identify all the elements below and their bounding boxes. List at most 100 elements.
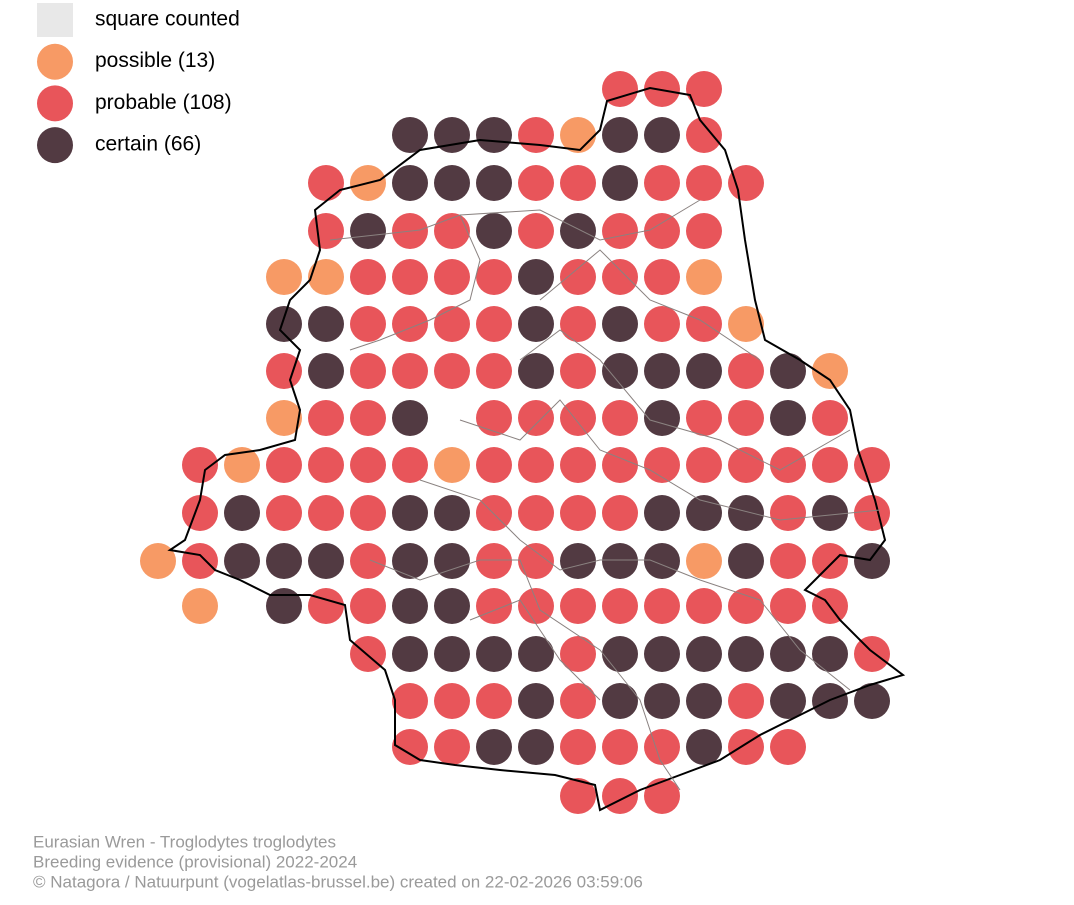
legend-label: probable (108): [95, 91, 232, 114]
grid-dot: [476, 588, 512, 624]
grid-dot: [602, 306, 638, 342]
grid-dot: [602, 259, 638, 295]
grid-dot: [560, 778, 596, 814]
grid-dot: [518, 588, 554, 624]
grid-dot: [728, 588, 764, 624]
footer: Eurasian Wren - Troglodytes troglodytesB…: [33, 832, 643, 891]
grid-dot: [434, 353, 470, 389]
grid-dot: [434, 165, 470, 201]
grid-dot: [686, 447, 722, 483]
grid-dot: [392, 495, 428, 531]
grid-dot: [686, 353, 722, 389]
grid-dot: [644, 543, 680, 579]
grid-dot: [728, 729, 764, 765]
grid-dot: [686, 165, 722, 201]
grid-dot: [224, 543, 260, 579]
grid-dot: [812, 447, 848, 483]
grid-dot: [392, 400, 428, 436]
grid-dot: [392, 117, 428, 153]
grid-dot: [770, 683, 806, 719]
grid-dot: [350, 400, 386, 436]
grid-dot: [518, 353, 554, 389]
grid-dot: [350, 588, 386, 624]
footer-line: © Natagora / Natuurpunt (vogelatlas-brus…: [33, 872, 643, 891]
grid-dot: [686, 636, 722, 672]
grid-dot: [728, 400, 764, 436]
grid-dot: [476, 353, 512, 389]
grid-dot: [644, 778, 680, 814]
footer-line: Breeding evidence (provisional) 2022-202…: [33, 852, 357, 871]
grid-dot: [644, 636, 680, 672]
grid-dot: [686, 213, 722, 249]
grid-dot: [434, 495, 470, 531]
grid-dot: [812, 400, 848, 436]
grid-dot: [266, 447, 302, 483]
grid-dot: [476, 117, 512, 153]
grid-dot: [770, 543, 806, 579]
grid-dot: [392, 683, 428, 719]
grid-dot: [686, 117, 722, 153]
grid-dot: [854, 495, 890, 531]
grid-dot: [770, 636, 806, 672]
grid-dot: [644, 495, 680, 531]
legend-label: square counted: [95, 8, 240, 31]
grid-dot: [560, 588, 596, 624]
grid-dot: [224, 495, 260, 531]
grid-dot: [518, 213, 554, 249]
grid-dot: [854, 447, 890, 483]
grid-dot: [392, 259, 428, 295]
grid-dot: [308, 213, 344, 249]
grid-dot: [560, 213, 596, 249]
grid-dot: [728, 353, 764, 389]
grid-dot: [602, 447, 638, 483]
grid-dot: [602, 353, 638, 389]
grid-dot: [602, 729, 638, 765]
grid-dot: [560, 259, 596, 295]
grid-dot: [644, 400, 680, 436]
grid-dot: [644, 165, 680, 201]
legend-swatch: [37, 127, 73, 164]
grid-dot: [476, 683, 512, 719]
grid-dot: [266, 495, 302, 531]
legend-swatch: [37, 43, 73, 80]
grid-dot: [140, 543, 176, 579]
grid-dot: [644, 447, 680, 483]
grid-dot: [518, 683, 554, 719]
grid-dot: [686, 543, 722, 579]
grid-dot: [434, 588, 470, 624]
grid-dot: [476, 543, 512, 579]
grid-dot: [266, 543, 302, 579]
grid-dot: [350, 259, 386, 295]
grid-dot: [518, 117, 554, 153]
grid-dot: [686, 71, 722, 107]
grid-dot: [350, 495, 386, 531]
grid-dot: [602, 543, 638, 579]
grid-dot: [518, 400, 554, 436]
grid-dot: [308, 495, 344, 531]
grid-dot: [434, 543, 470, 579]
grid-dot: [560, 543, 596, 579]
grid-dot: [602, 165, 638, 201]
grid-dot: [644, 213, 680, 249]
grid-dot: [308, 543, 344, 579]
grid-dot: [476, 495, 512, 531]
grid-dot: [518, 306, 554, 342]
grid-dot: [434, 683, 470, 719]
grid-dot: [308, 165, 344, 201]
grid-dot: [644, 588, 680, 624]
grid-dot: [644, 71, 680, 107]
grid-dot: [854, 543, 890, 579]
grid-dot: [770, 495, 806, 531]
grid-dot: [350, 306, 386, 342]
grid-dots: [140, 71, 890, 814]
grid-dot: [770, 588, 806, 624]
grid-dot: [602, 117, 638, 153]
grid-dot: [602, 71, 638, 107]
grid-dot: [602, 588, 638, 624]
grid-dot: [644, 306, 680, 342]
grid-dot: [518, 259, 554, 295]
grid-dot: [518, 165, 554, 201]
grid-dot: [308, 588, 344, 624]
grid-dot: [560, 306, 596, 342]
grid-dot: [434, 306, 470, 342]
